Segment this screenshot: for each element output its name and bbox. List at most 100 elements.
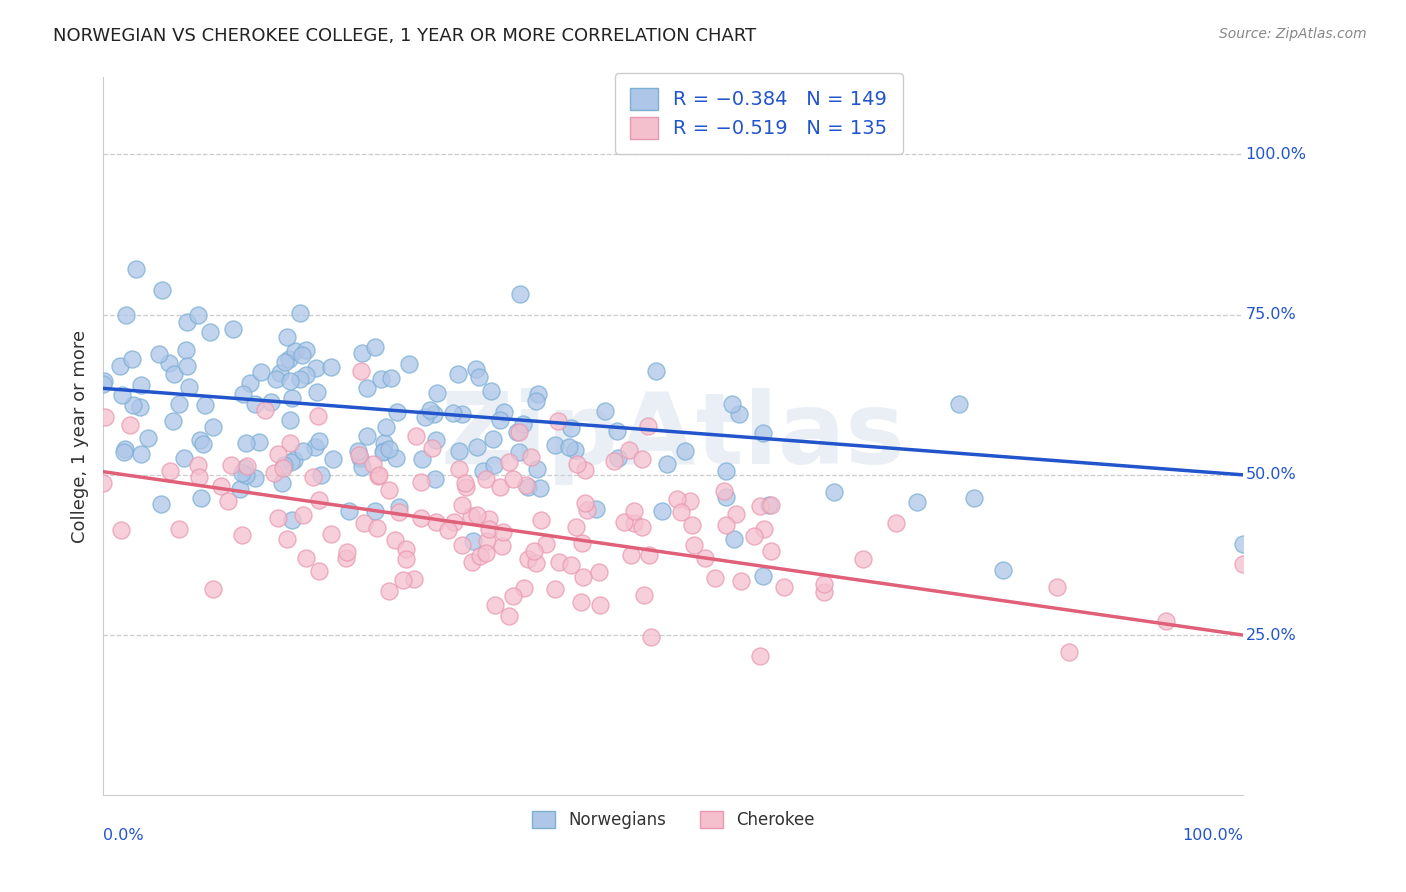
Point bbox=[173, 450, 195, 465]
Point bbox=[813, 577, 835, 591]
Point bbox=[236, 458, 259, 473]
Point bbox=[620, 549, 643, 563]
Point bbox=[305, 360, 328, 375]
Point bbox=[295, 551, 318, 566]
Point bbox=[235, 467, 257, 482]
Point bbox=[353, 516, 375, 530]
Point bbox=[356, 380, 378, 394]
Point bbox=[395, 542, 418, 557]
Point bbox=[572, 569, 595, 583]
Point bbox=[638, 548, 661, 562]
Point bbox=[260, 394, 283, 409]
Point bbox=[263, 466, 285, 480]
Point bbox=[529, 481, 551, 495]
Point bbox=[465, 508, 488, 523]
Point bbox=[512, 417, 534, 431]
Point bbox=[284, 344, 307, 359]
Point bbox=[367, 469, 389, 483]
Point bbox=[623, 516, 645, 530]
Point bbox=[516, 552, 538, 566]
Point bbox=[380, 371, 402, 385]
Point bbox=[595, 404, 617, 418]
Point bbox=[655, 457, 678, 471]
Point bbox=[366, 521, 388, 535]
Point bbox=[273, 355, 295, 369]
Text: 0.0%: 0.0% bbox=[103, 828, 143, 843]
Point bbox=[93, 374, 115, 388]
Text: NORWEGIAN VS CHEROKEE COLLEGE, 1 YEAR OR MORE CORRELATION CHART: NORWEGIAN VS CHEROKEE COLLEGE, 1 YEAR OR… bbox=[53, 27, 756, 45]
Point bbox=[148, 346, 170, 360]
Point bbox=[307, 409, 329, 423]
Point bbox=[963, 491, 986, 505]
Point bbox=[281, 513, 304, 527]
Point bbox=[110, 359, 132, 373]
Point bbox=[233, 460, 256, 475]
Point bbox=[631, 520, 654, 534]
Point bbox=[1232, 536, 1254, 550]
Point bbox=[200, 325, 222, 339]
Point bbox=[515, 478, 537, 492]
Point bbox=[364, 340, 387, 354]
Point bbox=[673, 444, 696, 458]
Point bbox=[467, 369, 489, 384]
Point bbox=[269, 366, 291, 380]
Point bbox=[588, 566, 610, 580]
Point bbox=[571, 535, 593, 549]
Point bbox=[283, 452, 305, 467]
Point bbox=[498, 609, 520, 624]
Point bbox=[377, 584, 399, 599]
Point bbox=[443, 515, 465, 529]
Point bbox=[157, 355, 180, 369]
Point bbox=[409, 475, 432, 489]
Point bbox=[725, 507, 748, 521]
Point bbox=[169, 397, 191, 411]
Point bbox=[405, 428, 427, 442]
Point bbox=[179, 380, 201, 394]
Point bbox=[451, 407, 474, 421]
Point bbox=[271, 460, 294, 475]
Point bbox=[302, 469, 325, 483]
Point bbox=[772, 580, 794, 594]
Point bbox=[385, 450, 408, 465]
Point bbox=[484, 458, 506, 473]
Point bbox=[651, 504, 673, 518]
Point bbox=[679, 494, 702, 508]
Point bbox=[720, 397, 742, 411]
Point bbox=[194, 398, 217, 412]
Point bbox=[548, 555, 571, 569]
Point bbox=[278, 375, 301, 389]
Point bbox=[564, 519, 586, 533]
Point bbox=[176, 359, 198, 373]
Point bbox=[388, 500, 411, 514]
Point bbox=[169, 522, 191, 536]
Point bbox=[235, 435, 257, 450]
Point bbox=[478, 511, 501, 525]
Point bbox=[617, 443, 640, 458]
Point bbox=[308, 564, 330, 578]
Point bbox=[91, 376, 114, 391]
Point bbox=[479, 384, 502, 398]
Point bbox=[475, 472, 498, 486]
Point bbox=[564, 443, 586, 458]
Point bbox=[295, 368, 318, 382]
Point bbox=[489, 480, 512, 494]
Point bbox=[273, 458, 295, 473]
Point bbox=[512, 581, 534, 595]
Point bbox=[606, 424, 628, 438]
Point bbox=[217, 494, 239, 508]
Point bbox=[176, 315, 198, 329]
Point bbox=[402, 572, 425, 586]
Point bbox=[346, 444, 368, 458]
Point bbox=[378, 483, 401, 497]
Point bbox=[585, 502, 607, 516]
Point bbox=[125, 262, 148, 277]
Point bbox=[425, 515, 447, 529]
Point bbox=[560, 558, 582, 573]
Point bbox=[373, 444, 395, 458]
Point bbox=[631, 452, 654, 467]
Point bbox=[534, 537, 557, 551]
Point bbox=[502, 589, 524, 603]
Point bbox=[744, 529, 766, 543]
Point bbox=[813, 584, 835, 599]
Point bbox=[633, 588, 655, 602]
